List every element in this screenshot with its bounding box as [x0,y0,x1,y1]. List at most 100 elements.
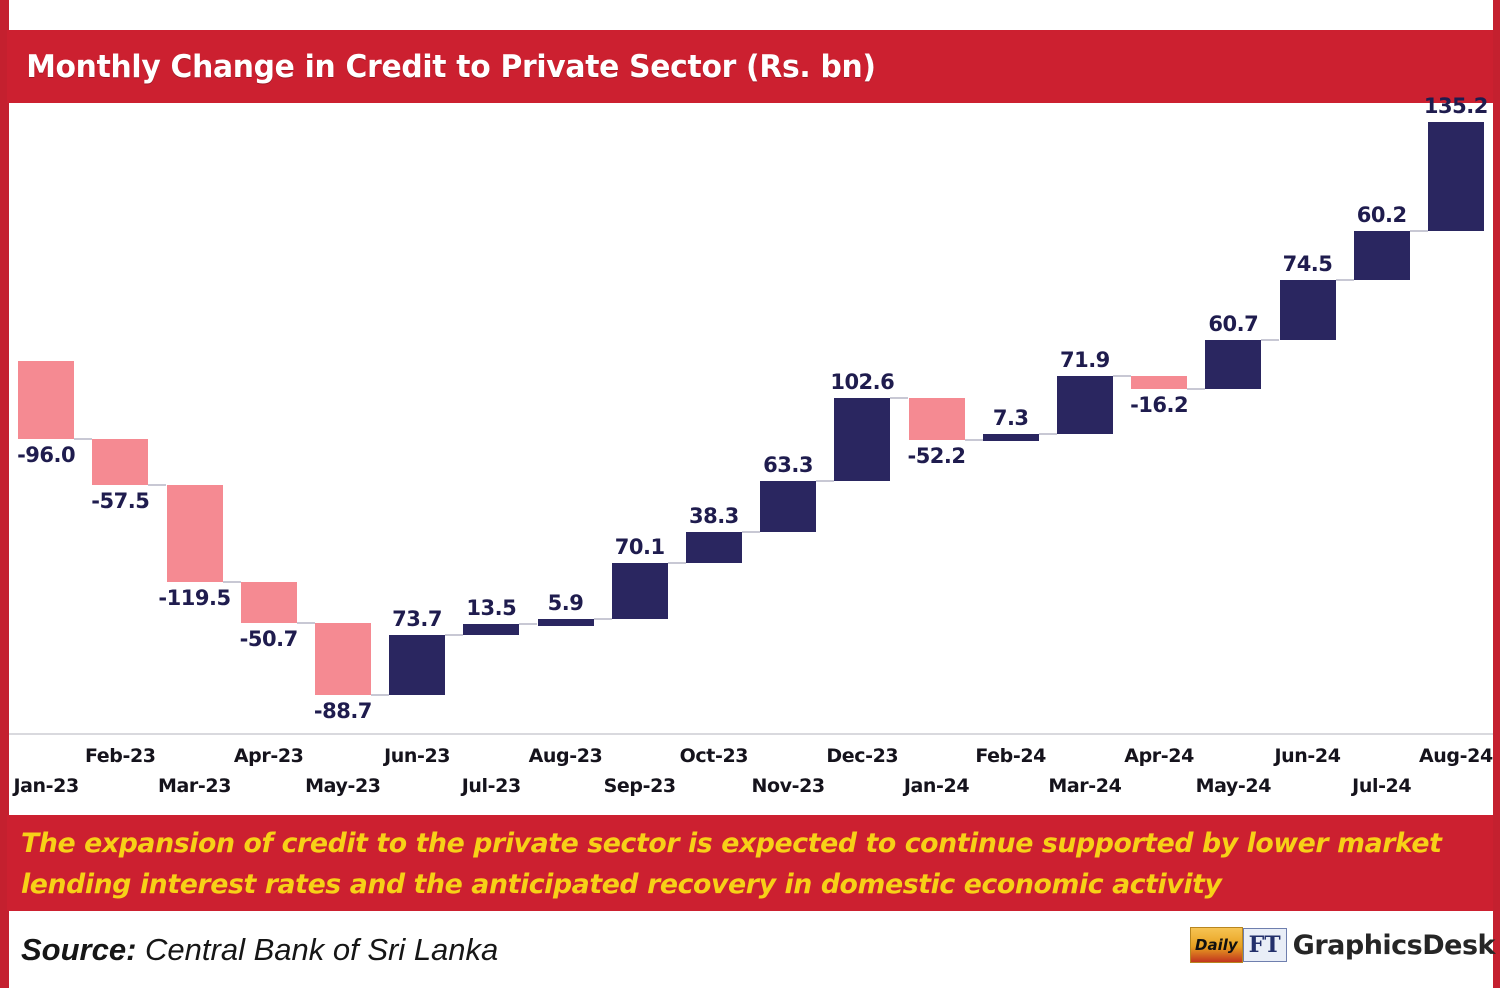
waterfall-connector [519,623,538,626]
waterfall-connector [148,484,167,487]
x-axis-tick-label: Apr-24 [1124,745,1194,767]
waterfall-bar [1131,376,1188,390]
publisher-logo: Daily FT GraphicsDesk [1190,925,1496,965]
x-axis-baseline [9,733,1493,735]
waterfall-connector [1261,339,1280,342]
waterfall-connector [1112,375,1132,377]
source-label: Source: [21,931,137,967]
daily-wordmark: Daily [1190,927,1243,963]
bar-value-label: -119.5 [158,585,231,610]
x-axis-labels: Jan-23 Feb-23 Mar-23 Apr-23 May-23 Jun-23 Jul-… [9,737,1493,815]
x-axis-tick-label: May-24 [1195,775,1272,797]
bar-value-label: 73.7 [392,607,442,632]
waterfall-bar [1279,279,1336,341]
bar-value-label: 135.2 [1423,94,1488,119]
source-row: Source: Central Bank of Sri Lanka Daily … [9,911,1496,988]
caption-band: The expansion of credit to the private s… [7,815,1493,911]
waterfall-connector [1187,388,1206,391]
bar-value-label: 63.3 [763,452,813,477]
waterfall-bar [314,622,371,695]
waterfall-connector [964,438,983,441]
bar-value-label: 102.6 [830,369,895,394]
waterfall-bar [1353,231,1410,280]
x-axis-tick-label: Jul-23 [461,775,521,797]
waterfall-bar [611,562,668,620]
bar-value-label: -16.2 [1130,393,1189,418]
waterfall-connector [667,561,686,564]
waterfall-connector [593,618,612,621]
waterfall-bar [389,635,446,695]
x-axis-tick-label: Jun-24 [1274,745,1341,767]
waterfall-bar [760,480,817,532]
waterfall-connector [1335,278,1354,281]
waterfall-connector [1038,433,1057,436]
x-axis-tick-label: Apr-23 [233,745,304,767]
x-axis-tick-label: May-23 [305,775,381,797]
bar-value-label: -52.2 [907,443,966,468]
frame-bottom-margin [0,988,1500,1000]
waterfall-bar [463,624,520,635]
waterfall-connector [890,396,909,399]
x-axis-tick-label: Aug-23 [528,745,603,767]
x-axis-tick-label: Oct-23 [679,745,749,767]
x-axis-tick-label: Jun-23 [384,745,451,767]
waterfall-connector [74,438,93,440]
waterfall-bar [1427,122,1484,232]
source-value: Central Bank of Sri Lanka [136,931,499,967]
waterfall-bar [166,485,223,582]
chart-header-band: Monthly Change in Credit to Private Sect… [7,30,1493,103]
bar-value-label: 70.1 [614,534,665,559]
waterfall-bar [92,439,149,486]
waterfall-bar [240,581,297,623]
x-axis-tick-label: Dec-23 [826,745,899,767]
frame-right-border [1493,0,1500,1000]
waterfall-connector [222,580,241,583]
caption-line-2: lending interest rates and the anticipat… [21,869,1222,900]
waterfall-bar [982,434,1039,442]
waterfall-connector [816,479,835,482]
waterfall-connector [1409,230,1428,233]
x-axis-tick-label: Mar-24 [1048,775,1122,797]
bar-value-label: 60.7 [1208,312,1259,337]
bar-value-label: 74.5 [1282,251,1333,276]
bar-value-label: 7.3 [992,406,1029,431]
bar-value-label: -57.5 [91,489,150,514]
bar-value-label: 60.2 [1356,203,1407,228]
chart-plot-area: -96.0 -57.5 -119.5 -50.7 -88.7 73.7 13.5 5.9 70.… [9,94,1493,733]
x-axis-tick-label: Feb-23 [84,745,156,767]
waterfall-bars-container: -96.0 -57.5 -119.5 -50.7 -88.7 73.7 13.5 5.9 70.… [9,94,1493,733]
bar-value-label: -50.7 [239,626,299,651]
waterfall-bar [685,531,742,563]
waterfall-connector [296,621,315,624]
source-text: Source: Central Bank of Sri Lanka [9,932,498,968]
bar-value-label: -88.7 [313,698,373,723]
bar-value-label: 38.3 [688,503,739,528]
waterfall-connector [741,530,761,533]
waterfall-connector [445,634,464,637]
waterfall-bar [834,397,891,481]
x-axis-tick-label: Aug-24 [1419,745,1493,767]
graphics-desk-label: GraphicsDesk [1292,929,1496,961]
caption-line-1: The expansion of credit to the private s… [21,828,1442,859]
bar-value-label: 71.9 [1059,348,1110,372]
ft-wordmark: FT [1242,928,1287,962]
bar-value-label: -96.0 [17,443,76,467]
x-axis-tick-label: Mar-23 [157,775,232,797]
waterfall-bar [18,361,75,439]
waterfall-connector [370,693,390,696]
x-axis-tick-label: Sep-23 [603,775,677,797]
x-axis-tick-label: Jan-23 [13,775,79,797]
frame-top-margin [0,0,1500,30]
waterfall-bar [537,619,594,627]
x-axis-tick-label: Jul-24 [1352,775,1412,797]
x-axis-tick-label: Nov-23 [751,775,825,797]
waterfall-bar [1205,340,1262,390]
x-axis-tick-label: Jan-24 [903,775,970,797]
waterfall-bar [908,397,965,440]
bar-value-label: 5.9 [547,591,584,616]
daily-ft-badge: Daily FT [1190,927,1287,963]
chart-title: Monthly Change in Credit to Private Sect… [26,48,876,85]
bar-value-label: 13.5 [466,596,517,621]
frame-left-border [0,0,9,1000]
